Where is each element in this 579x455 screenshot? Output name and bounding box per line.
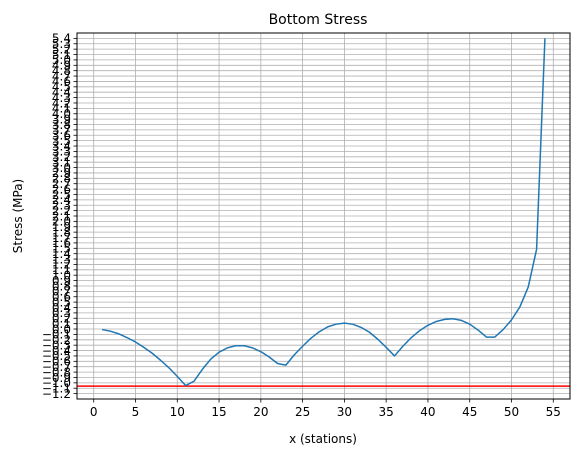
chart-title: Bottom Stress <box>269 12 368 28</box>
x-tick-label: 30 <box>337 405 352 419</box>
y-tick-label: 2.8 <box>52 172 71 186</box>
y-tick-label: 5.4 <box>52 32 71 46</box>
y-tick-label: 3.0 <box>52 161 71 175</box>
y-tick-label: 0.1 <box>52 317 71 331</box>
y-tick-label: 4.5 <box>52 80 71 94</box>
y-tick-label: 2.3 <box>52 199 71 213</box>
y-tick-label: 0.4 <box>52 301 71 315</box>
x-tick-label: 10 <box>170 405 185 419</box>
y-tick-label: −0.3 <box>42 338 71 352</box>
x-tick-label: 20 <box>253 405 268 419</box>
y-tick-label: 3.3 <box>52 145 71 159</box>
y-tick-label: 3.9 <box>52 112 71 126</box>
y-tick-label: −0.1 <box>42 328 71 342</box>
x-tick-label: 35 <box>379 405 394 419</box>
y-tick-label: 2.4 <box>52 193 71 207</box>
y-tick-label: 1.1 <box>52 263 71 277</box>
y-tick-label: 3.6 <box>52 129 71 143</box>
y-tick-label: 1.5 <box>52 242 71 256</box>
y-tick-label: 0.7 <box>52 285 71 299</box>
y-tick-label: 2.1 <box>52 209 71 223</box>
y-tick-label: 2.5 <box>52 188 71 202</box>
y-tick-label: 0.3 <box>52 306 71 320</box>
y-tick-label: 0.2 <box>52 312 71 326</box>
y-tick-label: 1.8 <box>52 225 71 239</box>
y-tick-label: −0.5 <box>42 349 71 363</box>
y-tick-label: 0.8 <box>52 279 71 293</box>
y-tick-label: 5.1 <box>52 48 71 62</box>
y-tick-label: −0.6 <box>42 355 71 369</box>
y-tick-label: 2.6 <box>52 182 71 196</box>
y-tick-label: 1.9 <box>52 220 71 234</box>
y-tick-label: 4.3 <box>52 91 71 105</box>
x-tick-label: 55 <box>546 405 561 419</box>
series-line <box>101 38 546 387</box>
y-tick-label: 3.5 <box>52 134 71 148</box>
y-axis: −1.2−1.1−1.0−0.9−0.8−0.7−0.6−0.5−0.4−0.3… <box>42 32 77 401</box>
y-tick-label: −0.4 <box>42 344 71 358</box>
y-tick-label: 0.6 <box>52 290 71 304</box>
x-tick-label: 0 <box>90 405 98 419</box>
y-tick-label: 5.3 <box>52 37 71 51</box>
y-tick-label: 2.0 <box>52 215 71 229</box>
y-tick-label: −0.8 <box>42 365 71 379</box>
y-tick-label: 4.6 <box>52 75 71 89</box>
y-tick-label: −1.0 <box>42 376 71 390</box>
y-tick-label: 1.3 <box>52 252 71 266</box>
y-tick-label: −0.7 <box>42 360 71 374</box>
x-tick-label: 5 <box>132 405 140 419</box>
y-tick-label: 4.8 <box>52 64 71 78</box>
plot-data <box>77 38 570 387</box>
y-tick-label: 2.2 <box>52 204 71 218</box>
y-tick-label: 0.0 <box>52 322 71 336</box>
x-tick-label: 25 <box>295 405 310 419</box>
x-tick-label: 45 <box>462 405 477 419</box>
y-tick-label: 3.2 <box>52 150 71 164</box>
y-tick-label: −0.2 <box>42 333 71 347</box>
x-axis-title: x (stations) <box>289 432 357 446</box>
y-tick-label: 4.1 <box>52 102 71 116</box>
y-tick-label: 4.9 <box>52 59 71 73</box>
y-tick-label: 1.7 <box>52 231 71 245</box>
y-tick-label: 2.9 <box>52 166 71 180</box>
y-tick-label: 3.1 <box>52 155 71 169</box>
y-tick-label: 3.4 <box>52 139 71 153</box>
y-tick-label: −0.9 <box>42 371 71 385</box>
x-tick-label: 50 <box>504 405 519 419</box>
y-tick-label: 1.4 <box>52 247 71 261</box>
y-tick-label: 1.2 <box>52 258 71 272</box>
y-tick-label: 4.0 <box>52 107 71 121</box>
y-tick-label: 2.7 <box>52 177 71 191</box>
y-tick-label: 0.9 <box>52 274 71 288</box>
y-tick-label: 0.5 <box>52 295 71 309</box>
y-tick-label: 4.7 <box>52 69 71 83</box>
y-tick-label: 1.0 <box>52 269 71 283</box>
y-tick-label: 3.8 <box>52 118 71 132</box>
grid <box>77 33 570 399</box>
y-axis-title: Stress (MPa) <box>11 179 25 253</box>
y-tick-label: 5.2 <box>52 42 71 56</box>
y-tick-label: 3.7 <box>52 123 71 137</box>
y-tick-label: 4.4 <box>52 86 71 100</box>
x-tick-label: 40 <box>420 405 435 419</box>
y-tick-label: −1.1 <box>42 382 71 396</box>
y-tick-label: 5.0 <box>52 53 71 67</box>
y-tick-label: 1.6 <box>52 236 71 250</box>
x-axis: 0 5 10 15 20 25 30 35 40 45 50 55 <box>90 399 561 419</box>
y-tick-label: −1.2 <box>42 387 71 401</box>
x-tick-label: 15 <box>211 405 226 419</box>
y-tick-label: 4.2 <box>52 96 71 110</box>
